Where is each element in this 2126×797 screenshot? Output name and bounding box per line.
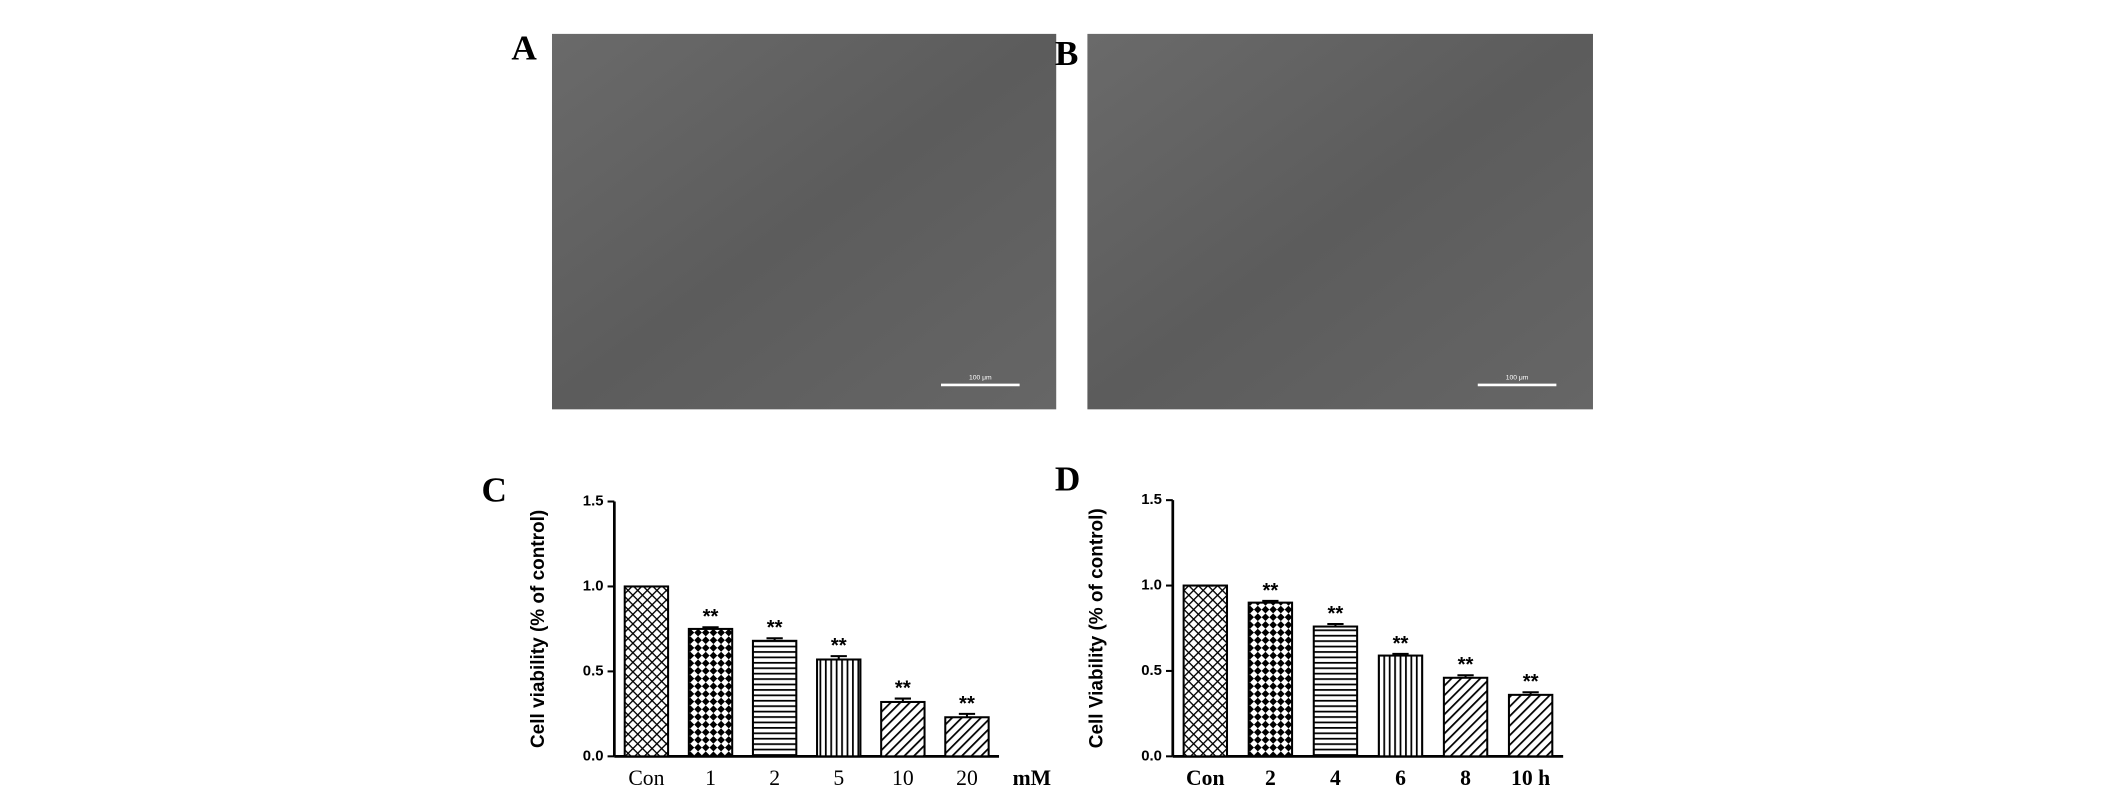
significance: **	[1523, 671, 1539, 693]
x-unit: mM	[1013, 766, 1052, 790]
y-axis-label: Cell Viability (% of control)	[1086, 508, 1107, 748]
significance: **	[831, 635, 847, 657]
x-tick-label: 1	[705, 766, 716, 790]
y-tick-label: 1.0	[1141, 577, 1162, 593]
x-tick-label: 20	[956, 766, 978, 790]
bar	[687, 627, 734, 758]
error-bar	[1327, 622, 1344, 627]
y-tick-label: 1.0	[583, 578, 604, 594]
significance: **	[1393, 633, 1409, 655]
error-bar	[1262, 599, 1279, 603]
y-tick-label: 0.5	[1141, 663, 1162, 679]
x-tick-label: Con	[1186, 766, 1225, 790]
bar	[944, 716, 990, 758]
x-tick-label: 2	[1265, 766, 1276, 790]
y-tick-label: 0.5	[583, 663, 604, 679]
panel-label: A	[511, 29, 537, 68]
bar	[1182, 584, 1229, 758]
x-tick-label: 6	[1395, 766, 1406, 790]
y-tick-label: 0.0	[1141, 748, 1162, 764]
significance: **	[1262, 580, 1278, 602]
error-bar	[766, 637, 783, 641]
y-tick-label: 1.5	[583, 493, 604, 509]
significance: **	[703, 606, 719, 628]
panel-label: B	[1055, 34, 1079, 73]
bar	[1247, 601, 1294, 758]
y-axis-label: Cell viability (% of control)	[528, 510, 549, 748]
micrograph	[1087, 33, 1593, 410]
error-bar	[702, 626, 719, 629]
bar	[1507, 693, 1554, 758]
bar	[880, 700, 926, 758]
error-bar	[1457, 674, 1474, 678]
panel-label: D	[1055, 460, 1080, 499]
y-tick-label: 0.0	[583, 748, 604, 764]
y-tick-label: 1.5	[1141, 492, 1162, 508]
x-tick-label: 8	[1460, 766, 1471, 790]
x-tick-label: 10 h	[1511, 766, 1550, 790]
error-bar	[894, 697, 911, 702]
scale-bar-label: 100 μm	[1506, 375, 1529, 382]
error-bar	[1522, 691, 1539, 695]
bar	[1312, 625, 1359, 758]
error-bar	[1392, 652, 1409, 656]
significance: **	[959, 693, 975, 715]
error-bar	[958, 712, 976, 718]
micrograph	[551, 33, 1057, 410]
x-tick-label: 2	[769, 766, 780, 790]
significance: **	[767, 617, 783, 639]
panel-label: C	[482, 471, 507, 510]
significance: **	[1458, 654, 1474, 676]
x-tick-label: 4	[1330, 766, 1341, 790]
bar	[1442, 676, 1489, 758]
scale-bar-label: 100 μm	[969, 375, 992, 382]
x-tick-label: 5	[833, 766, 844, 790]
bar	[623, 585, 670, 758]
bar	[1377, 654, 1424, 758]
x-tick-label: Con	[628, 766, 664, 790]
bar	[816, 658, 862, 758]
error-bar	[830, 655, 847, 660]
x-tick-label: 10	[892, 766, 914, 790]
bar	[751, 639, 798, 758]
significance: **	[1328, 603, 1344, 625]
significance: **	[895, 678, 911, 700]
